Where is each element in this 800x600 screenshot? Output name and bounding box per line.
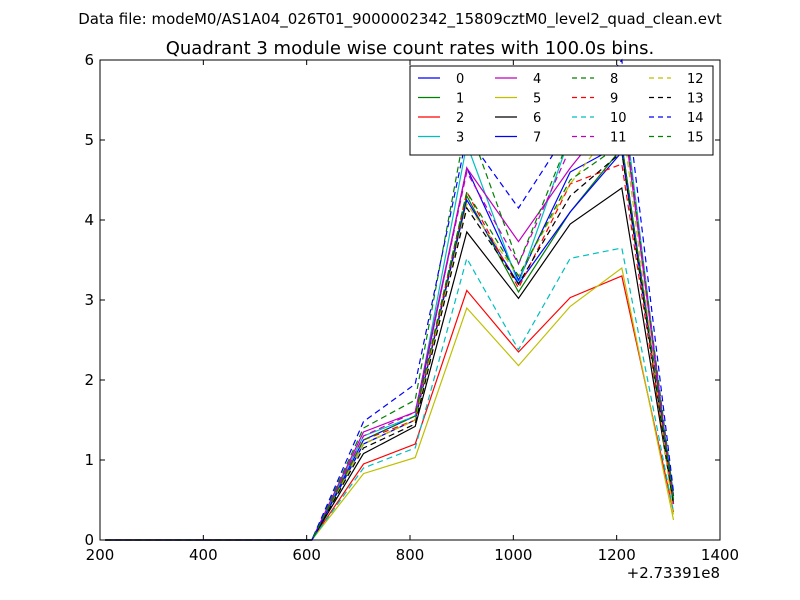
y-tick-label: 4	[84, 211, 94, 229]
y-tick-label: 5	[84, 131, 94, 149]
legend-label-10: 10	[610, 111, 627, 126]
legend-label-8: 8	[610, 72, 618, 87]
x-tick-label: 600	[292, 546, 321, 564]
y-tick-label: 3	[84, 291, 94, 309]
x-tick-label: 1000	[494, 546, 532, 564]
y-tick-label: 2	[84, 371, 94, 389]
legend-label-11: 11	[610, 131, 627, 146]
x-tick-label: 800	[396, 546, 425, 564]
legend-label-2: 2	[456, 111, 464, 126]
y-tick-label: 1	[84, 451, 94, 469]
legend-label-13: 13	[687, 92, 704, 107]
legend-label-4: 4	[533, 72, 541, 87]
data-file-label: Data file: modeM0/AS1A04_026T01_90000023…	[78, 10, 722, 29]
legend-box	[409, 65, 714, 156]
chart-title: Quadrant 3 module wise count rates with …	[166, 38, 655, 59]
legend-label-9: 9	[610, 92, 618, 107]
legend-label-3: 3	[456, 131, 464, 146]
x-tick-label: 1400	[701, 546, 739, 564]
y-tick-label: 6	[84, 51, 94, 69]
legend-label-0: 0	[456, 72, 464, 87]
legend-label-12: 12	[687, 72, 704, 87]
x-tick-label: 1200	[598, 546, 636, 564]
x-offset-label: +2.73391e8	[627, 564, 720, 582]
plot-frame	[99, 59, 721, 541]
legend-label-5: 5	[533, 92, 541, 107]
legend-label-7: 7	[533, 131, 541, 146]
legend-label-15: 15	[687, 131, 704, 146]
y-tick-label: 0	[84, 531, 94, 549]
legend-label-14: 14	[687, 111, 704, 126]
x-tick-label: 400	[189, 546, 218, 564]
legend-label-1: 1	[456, 92, 464, 107]
x-tick-label: 200	[86, 546, 115, 564]
legend-label-6: 6	[533, 111, 541, 126]
